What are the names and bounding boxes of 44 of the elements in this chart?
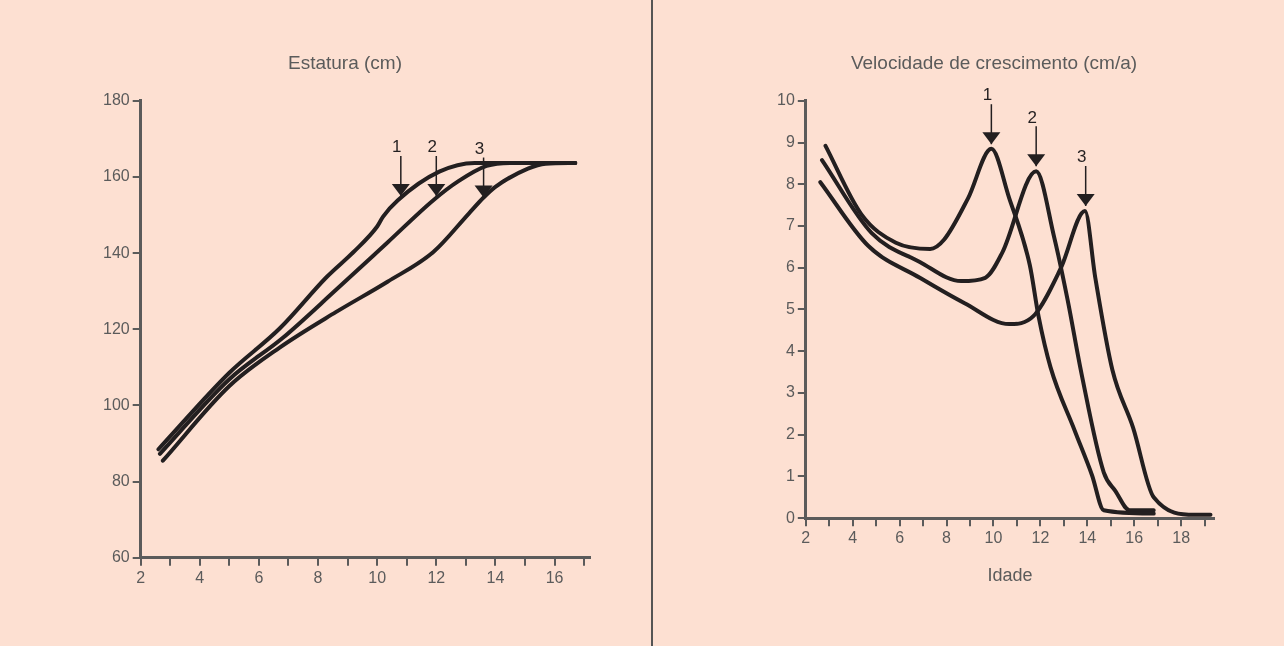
x-tick-label: 6 [895,529,905,547]
chart-title: Velocidade de crescimento (cm/a) [850,51,1138,73]
y-tick-label: 8 [785,174,795,192]
annotation: 2 [1027,107,1037,127]
x-tick-label: 10 [984,529,1003,547]
y-tick-label: 7 [785,216,795,234]
x-tick-label: 6 [254,568,264,586]
y-tick-label: 100 [102,395,130,413]
x-tick-label: 12 [427,568,446,586]
y-tick-label: 10 [777,91,795,109]
y-tick-label: 6 [785,258,795,276]
x-axis-title: Idade [987,565,1033,586]
x-tick-label: 14 [486,568,505,586]
x-tick-label: 2 [801,529,811,547]
y-tick-label: 2 [785,425,795,443]
x-tick-label: 14 [1078,529,1097,547]
y-tick-label: 140 [102,243,130,261]
y-tick-label: 120 [102,319,130,337]
x-tick-label: 4 [195,568,205,586]
annotation: 3 [1076,147,1087,167]
y-tick-label: 60 [111,548,130,566]
y-tick-label: 9 [785,132,795,150]
x-tick-label: 8 [313,568,323,586]
x-tick-label: 16 [1125,529,1144,547]
x-tick-label: 2 [136,568,146,586]
y-tick-label: 4 [785,341,795,359]
y-tick-label: 3 [785,383,795,401]
annotation: 2 [427,137,438,157]
annotation: 1 [392,137,402,157]
y-tick-label: 1 [785,466,795,484]
annotation: 3 [474,138,485,158]
x-tick-label: 18 [1172,529,1191,547]
x-tick-label: 16 [545,568,564,586]
y-tick-label: 0 [785,508,795,526]
y-tick-label: 80 [111,472,130,490]
annotation: 1 [982,85,993,105]
x-tick-label: 10 [368,568,387,586]
y-tick-label: 5 [785,299,795,317]
x-tick-label: 8 [942,529,952,547]
y-tick-label: 180 [102,91,130,109]
y-tick-label: 160 [102,167,130,185]
x-tick-label: 4 [848,529,858,547]
chart-title: Estatura (cm) [287,51,403,73]
x-tick-label: 12 [1031,529,1050,547]
